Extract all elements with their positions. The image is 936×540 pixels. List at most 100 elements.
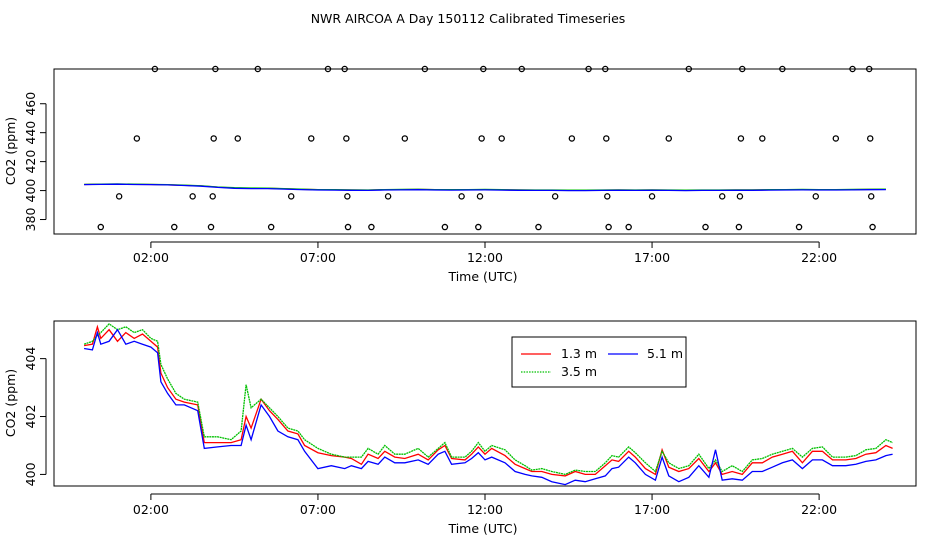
top-panel: 02:00 07:00 12:00 17:00 22:00 380 400 420 440 46… <box>3 65 917 284</box>
top-data-point <box>498 135 505 142</box>
top-data-point <box>267 223 275 231</box>
legend-label-1-3m: 1.3 m <box>561 346 597 361</box>
top-y-tick-label: 420 <box>23 150 38 174</box>
bottom-y-axis-label: CO2 (ppm) <box>3 369 18 437</box>
top-data-point <box>551 193 559 200</box>
top-data-point <box>324 65 332 73</box>
bottom-x-axis-label: Time (UTC) <box>447 521 517 536</box>
top-data-point <box>344 193 351 200</box>
top-data-point <box>476 193 484 200</box>
top-data-point <box>812 193 820 200</box>
top-data-point <box>866 135 874 142</box>
top-data-point <box>735 223 743 231</box>
top-data-point <box>535 223 542 231</box>
top-y-tick-label: 400 <box>23 179 38 203</box>
bottom-series-3-5-mline <box>83 323 893 476</box>
top-data-point <box>343 135 350 142</box>
bottom-x-tick-label: 17:00 <box>634 502 670 517</box>
bottom-plot-frame <box>53 320 917 487</box>
top-data-point <box>234 135 242 142</box>
top-data-point <box>568 135 576 142</box>
top-plot-frame <box>53 68 917 235</box>
top-data-point <box>702 223 709 231</box>
top-data-point <box>685 65 693 73</box>
top-data-point <box>254 65 262 73</box>
top-data-point <box>867 193 875 200</box>
bottom-x-tick-label: 07:00 <box>300 502 336 517</box>
top-data-point <box>115 193 123 200</box>
bottom-y-axis: 400 402 404 <box>23 347 47 486</box>
top-data-point <box>401 135 409 142</box>
top-data-point <box>151 65 159 73</box>
bottom-x-tick-label: 02:00 <box>133 502 169 517</box>
top-x-tick-label: 22:00 <box>801 250 837 265</box>
top-data-point <box>665 135 673 142</box>
top-data-point <box>718 193 726 200</box>
top-data-point <box>344 223 352 231</box>
top-y-axis: 380 400 420 440 460 <box>23 92 47 232</box>
top-data-point <box>207 223 215 231</box>
top-data-point <box>779 65 786 73</box>
top-plot-area <box>84 65 886 231</box>
top-data-point <box>210 135 217 142</box>
top-data-point <box>368 223 375 231</box>
top-data-point <box>341 65 348 73</box>
top-data-point <box>475 223 482 231</box>
bottom-panel: 02:00 07:00 12:00 17:00 22:00 400 402 404 Time… <box>3 320 917 536</box>
bottom-series-1-3-mline <box>83 324 893 477</box>
top-data-point <box>585 65 592 73</box>
top-data-point <box>480 65 487 73</box>
top-data-point <box>604 193 611 200</box>
top-data-point <box>287 193 295 200</box>
top-data-point <box>739 65 746 73</box>
top-data-point <box>384 193 392 200</box>
legend-box <box>511 336 687 388</box>
legend: 1.3 m 3.5 m 5.1 m <box>511 336 687 388</box>
top-x-tick-label: 02:00 <box>133 250 169 265</box>
top-data-point <box>737 135 745 142</box>
top-x-tick-label: 17:00 <box>634 250 670 265</box>
top-data-point <box>759 135 766 142</box>
top-data-point <box>648 193 656 200</box>
top-data-point <box>865 65 873 73</box>
top-data-point <box>849 65 856 73</box>
top-y-tick-label: 440 <box>23 121 38 145</box>
top-x-axis-label: Time (UTC) <box>447 269 517 284</box>
top-data-point <box>605 223 612 231</box>
bottom-x-tick-label: 12:00 <box>467 502 503 517</box>
bottom-y-tick-label: 400 <box>23 462 38 486</box>
top-data-point <box>171 223 178 231</box>
legend-label-3-5m: 3.5 m <box>561 364 597 379</box>
top-data-point <box>795 223 803 231</box>
bottom-series-5-1-mline <box>83 328 893 486</box>
top-data-point <box>603 135 610 142</box>
top-data-point <box>478 135 485 142</box>
top-data-point <box>441 223 449 231</box>
bottom-y-tick-label: 402 <box>23 405 38 429</box>
top-data-point <box>602 65 609 73</box>
top-y-tick-label: 380 <box>23 208 38 232</box>
top-x-tick-label: 07:00 <box>300 250 336 265</box>
bottom-plot-area <box>83 323 893 486</box>
top-data-point <box>209 193 216 200</box>
top-data-point <box>421 65 429 73</box>
top-series-5-1-mline <box>84 183 886 192</box>
figure-title: NWR AIRCOA A Day 150112 Calibrated Times… <box>311 11 626 26</box>
legend-label-5-1m: 5.1 m <box>647 346 683 361</box>
top-x-tick-label: 12:00 <box>467 250 503 265</box>
top-data-point <box>97 223 105 231</box>
bottom-x-axis: 02:00 07:00 12:00 17:00 22:00 <box>133 493 837 517</box>
top-data-point <box>625 223 632 231</box>
top-data-point <box>518 65 526 73</box>
top-data-point <box>869 223 876 231</box>
top-data-point <box>458 193 465 200</box>
top-data-point <box>133 135 141 142</box>
bottom-y-tick-label: 404 <box>23 347 38 371</box>
top-data-point <box>212 65 219 73</box>
top-data-point <box>832 135 840 142</box>
top-data-point <box>736 193 744 200</box>
top-data-point <box>189 193 196 200</box>
bottom-x-tick-label: 22:00 <box>801 502 837 517</box>
top-x-axis: 02:00 07:00 12:00 17:00 22:00 <box>133 241 837 265</box>
